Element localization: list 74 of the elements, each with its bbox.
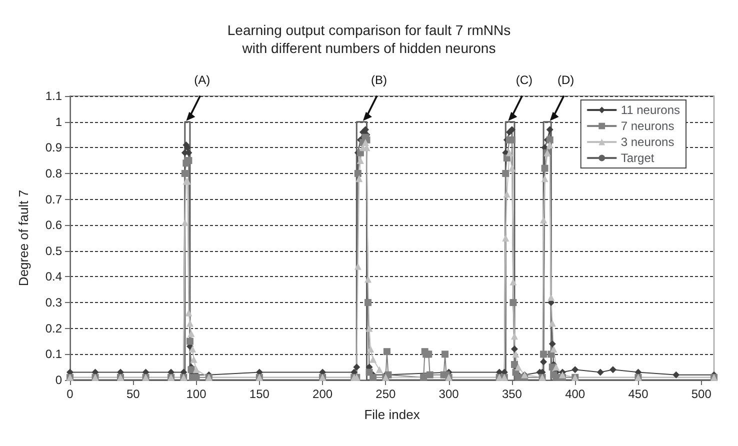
point: [558, 371, 566, 378]
point: [366, 324, 373, 332]
annotation: (D): [558, 72, 574, 87]
x-tick-label: 250: [376, 387, 396, 401]
y-tick-label: 1.1: [45, 89, 62, 103]
x-tick-label: 300: [438, 387, 460, 401]
y-tick-label: 1: [55, 114, 62, 129]
y-tick-label: 0.4: [45, 270, 62, 284]
y-tick-label: 0.5: [45, 244, 62, 258]
point: [512, 350, 520, 358]
legend-label: 7 neurons: [620, 119, 674, 133]
x-tick-label: 150: [249, 387, 270, 401]
y-tick-label: 0: [55, 373, 62, 387]
annotation: (B): [370, 72, 387, 87]
legend-label: Target: [620, 151, 655, 165]
point: [370, 356, 377, 363]
point: [672, 371, 680, 378]
point: [540, 358, 548, 366]
y-tick-label: 0.8: [45, 166, 62, 180]
point: [548, 320, 556, 327]
legend-label: 11 neurons: [620, 103, 680, 117]
point: [514, 364, 522, 371]
y-tick-label: 0.7: [45, 192, 62, 206]
y-axis-title: Degree of fault 7: [16, 190, 31, 286]
point: [188, 346, 196, 353]
point: [353, 364, 360, 371]
x-tick-label: 400: [565, 387, 586, 401]
point: [185, 309, 192, 316]
annotation: (C): [516, 72, 533, 87]
x-tick-label: 100: [186, 387, 207, 401]
point: [362, 138, 369, 146]
point: [540, 216, 548, 224]
point: [508, 164, 516, 172]
point: [510, 332, 518, 340]
y-tick-label: 0.1: [45, 347, 62, 362]
point: [510, 346, 518, 353]
x-tick-label: 500: [691, 387, 712, 401]
x-tick-label: 350: [502, 387, 522, 401]
point: [186, 320, 194, 327]
point: [367, 346, 374, 353]
point: [356, 157, 364, 164]
x-tick-label: 450: [628, 387, 649, 401]
x-axis-title: File index: [364, 407, 420, 422]
point: [506, 149, 513, 156]
y-tick-label: 0.3: [45, 296, 62, 310]
point: [508, 126, 516, 134]
point: [596, 368, 604, 376]
point: [550, 346, 558, 353]
y-tick-label: 0.6: [45, 218, 62, 232]
chart-title: Learning output comparison for fault 7 rmNNs with different numbers of hidden neurons: [227, 22, 511, 56]
point: [609, 366, 616, 374]
point: [548, 294, 555, 301]
legend-label: 3 neurons: [620, 135, 674, 149]
y-tick-label: 0.9: [45, 140, 62, 155]
point: [552, 364, 560, 371]
point: [376, 366, 383, 374]
point: [510, 278, 517, 286]
point: [181, 219, 188, 226]
point: [356, 175, 363, 182]
point: [503, 190, 510, 198]
point: [572, 366, 579, 374]
x-tick-label: 200: [312, 387, 333, 401]
point: [192, 366, 200, 374]
x-tick-label: 0: [66, 387, 74, 401]
point: [188, 330, 195, 338]
y-tick-label: 0.2: [45, 321, 62, 336]
point: [546, 126, 554, 134]
point: [541, 175, 548, 182]
annotation: (A): [194, 72, 210, 87]
x-tick-label: 50: [126, 387, 140, 401]
point: [190, 356, 198, 363]
point: [502, 234, 510, 242]
point: [548, 340, 556, 348]
point: [546, 142, 554, 149]
